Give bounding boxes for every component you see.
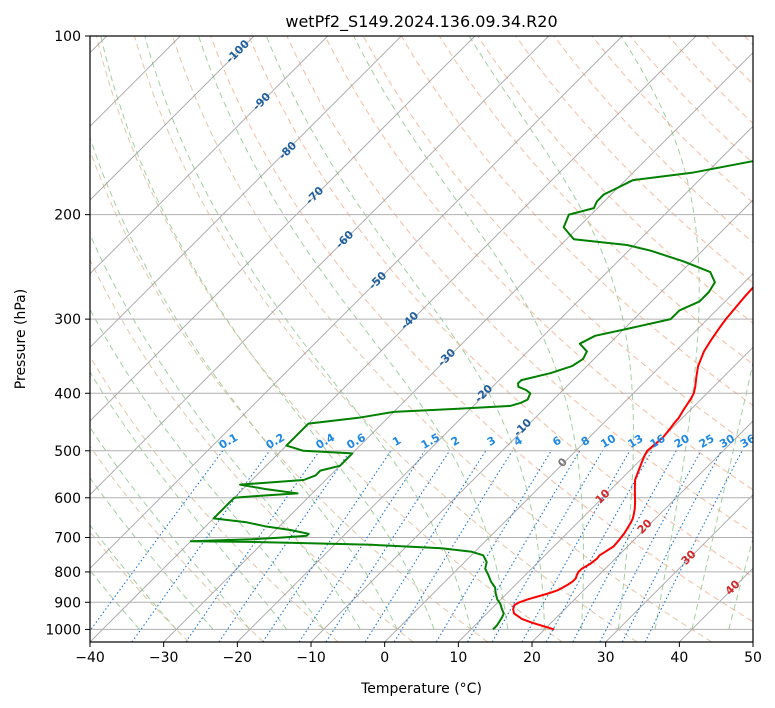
y-tick-label: 400: [54, 386, 81, 402]
mixing-ratio-line: [262, 450, 392, 642]
dry-adiabat: [90, 445, 264, 642]
dry-adiabat: [133, 36, 638, 642]
isotherm-line: [531, 420, 753, 642]
mixing-ratio-line: [298, 450, 426, 642]
mixing-ratio-lines: [90, 450, 743, 642]
isotherm-line: [163, 51, 753, 642]
y-tick-label: 100: [54, 29, 81, 45]
moist-adiabat: [90, 371, 288, 630]
isotherm-line: [90, 36, 623, 570]
mixing-ratio-line: [325, 450, 451, 642]
moist-adiabat: [691, 360, 753, 630]
dry-adiabat: [210, 36, 753, 623]
dry-adiabat: [90, 258, 414, 642]
x-tick-label: 20: [523, 650, 541, 666]
x-tick-label: 10: [449, 650, 467, 666]
x-tick-label: −20: [223, 650, 253, 666]
plot-frame: [89, 35, 754, 643]
dry-adiabat: [90, 355, 339, 642]
isotherm-line: [90, 36, 550, 496]
x-axis-label: Temperature (°C): [360, 681, 482, 697]
moist-adiabat: [90, 476, 214, 630]
moist-adiabat: [90, 308, 325, 630]
moist-adiabat: [90, 524, 177, 630]
profile-lines: [189, 160, 753, 631]
dry-adiabat: [248, 36, 753, 578]
isotherms: [90, 36, 753, 642]
x-tick-label: 0: [380, 650, 389, 666]
dewpoint-line: [189, 160, 753, 631]
moist-adiabat: [353, 36, 584, 630]
mixing-ratio-label: 36: [738, 432, 758, 451]
temperature-line: [512, 286, 753, 631]
dry-adiabat: [172, 36, 712, 642]
moist-adiabat: [198, 36, 509, 630]
x-tick-label: −10: [296, 650, 326, 666]
y-tick-label: 500: [54, 444, 81, 460]
x-tick-label: 30: [597, 650, 615, 666]
mixing-ratio-line: [131, 450, 271, 642]
moist-adiabats: [90, 36, 753, 630]
mixing-ratio-line: [435, 450, 552, 642]
x-axis: −40 −30 −20 −10 0 10 20 30 40 50: [75, 642, 762, 666]
dry-adiabat: [286, 36, 753, 534]
isotherm-line: [90, 36, 402, 349]
mixing-ratio-line: [599, 450, 702, 642]
pressure-gridlines: [90, 36, 753, 630]
x-tick-label: 40: [670, 650, 688, 666]
isotherm-line: [90, 36, 255, 201]
y-tick-label: 200: [54, 208, 81, 224]
y-tick-label: 800: [54, 565, 81, 581]
y-axis: 100 200 300 400 500 600 700 800 900 1000: [45, 29, 90, 638]
moist-adiabat: [728, 536, 753, 630]
moist-adiabat: [90, 569, 140, 630]
moist-adiabat: [100, 36, 435, 630]
isotherm-line: [90, 36, 476, 422]
mixing-ratio-line: [572, 450, 677, 642]
isotherm-line: [605, 493, 753, 642]
mixing-ratio-line: [521, 450, 631, 642]
isotherm-line: [384, 272, 753, 642]
mixing-ratio-line: [364, 450, 487, 642]
dry-adiabats: [90, 36, 753, 642]
mixing-ratio-line: [90, 450, 224, 632]
moist-adiabat: [144, 36, 472, 630]
y-tick-label: 600: [54, 491, 81, 507]
mixing-ratio-line: [644, 450, 743, 642]
x-tick-label: −30: [149, 650, 179, 666]
dry-adiabat: [515, 36, 753, 284]
isotherm-line: [310, 199, 753, 642]
chart-title: wetPf2_S149.2024.136.09.34.R20: [285, 12, 557, 32]
isotherm-line: [457, 346, 753, 642]
moist-adiabat: [90, 426, 251, 630]
moist-adiabat: [265, 36, 546, 630]
dry-adiabat: [477, 36, 753, 324]
moist-adiabat: [90, 233, 361, 630]
isotherm-line: [752, 641, 753, 642]
dry-adiabat: [95, 36, 563, 642]
dry-adiabat: [324, 36, 753, 491]
moist-adiabat: [468, 36, 634, 630]
isotherm-line: [236, 125, 753, 642]
y-tick-label: 900: [54, 595, 81, 611]
mixing-ratio-line: [218, 450, 351, 642]
x-tick-label: −40: [75, 650, 105, 666]
moist-adiabat: [620, 36, 700, 630]
y-axis-label: Pressure (hPa): [13, 289, 29, 389]
isotherm-line: [90, 36, 329, 275]
y-tick-label: 700: [54, 531, 81, 547]
y-tick-label: 300: [54, 312, 81, 328]
y-tick-label: 1000: [45, 622, 81, 638]
plot-background: [90, 36, 753, 642]
x-tick-label: 50: [744, 650, 762, 666]
